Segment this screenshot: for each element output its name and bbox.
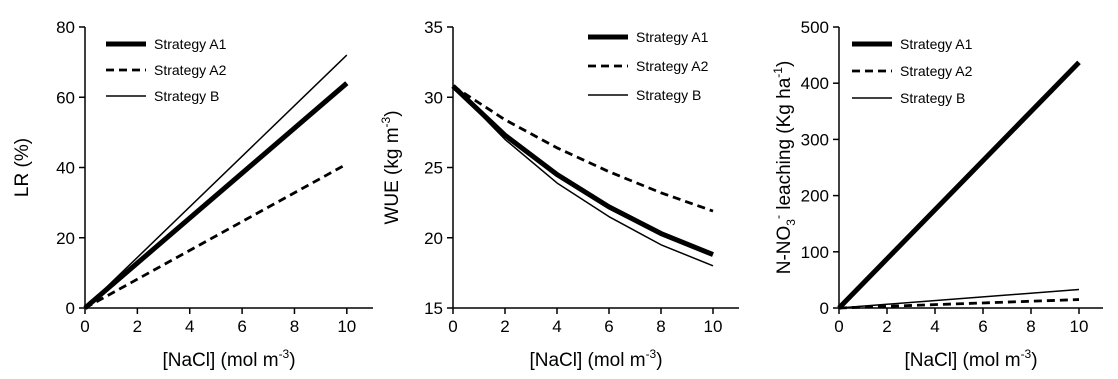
x-tick-label: 0 bbox=[834, 317, 843, 336]
x-tick-label: 4 bbox=[930, 317, 939, 336]
y-tick-label: 0 bbox=[66, 299, 75, 318]
legend-label: Strategy A1 bbox=[900, 36, 973, 52]
series-line-1 bbox=[83, 81, 349, 310]
series-line-2 bbox=[84, 162, 348, 310]
y-tick-label: 60 bbox=[56, 88, 75, 107]
y-tick-label: 200 bbox=[801, 187, 829, 206]
x-tick-label: 4 bbox=[185, 317, 194, 336]
x-tick-label: 0 bbox=[448, 317, 457, 336]
x-axis-label: [NaCl] (mol m-3) bbox=[162, 347, 295, 371]
series-line-3 bbox=[838, 288, 1080, 309]
x-tick-label: 10 bbox=[704, 317, 723, 336]
series-line-2 bbox=[452, 84, 714, 213]
legend-label: Strategy A2 bbox=[900, 63, 973, 79]
series-line-1 bbox=[451, 84, 714, 257]
y-tick-label: 300 bbox=[801, 130, 829, 149]
x-tick-label: 2 bbox=[500, 317, 509, 336]
series-line-2 bbox=[838, 298, 1080, 310]
x-tick-label: 10 bbox=[1070, 317, 1089, 336]
x-tick-label: 8 bbox=[290, 317, 299, 336]
y-axis-label: WUE (kg m-3) bbox=[379, 110, 403, 224]
legend-label: Strategy A2 bbox=[636, 58, 709, 74]
y-tick-label: 100 bbox=[801, 243, 829, 262]
y-tick-label: 80 bbox=[56, 18, 75, 37]
x-axis-label: [NaCl] (mol m-3) bbox=[529, 347, 662, 371]
y-tick-label: 40 bbox=[56, 159, 75, 178]
y-tick-label: 0 bbox=[820, 299, 829, 318]
legend-label: Strategy B bbox=[900, 90, 965, 106]
y-tick-label: 20 bbox=[56, 229, 75, 248]
legend: Strategy A1 Strategy A2 Strategy B bbox=[588, 29, 709, 103]
x-tick-label: 6 bbox=[604, 317, 613, 336]
x-tick-label: 10 bbox=[337, 317, 356, 336]
series-line-3 bbox=[84, 54, 348, 309]
x-tick-label: 8 bbox=[656, 317, 665, 336]
legend-label: Strategy A1 bbox=[154, 36, 227, 52]
y-tick-label: 15 bbox=[424, 299, 443, 318]
legend: Strategy A1 Strategy A2 Strategy B bbox=[852, 36, 973, 106]
y-tick-label: 20 bbox=[424, 229, 443, 248]
legend-label: Strategy A1 bbox=[636, 29, 709, 45]
x-tick-label: 2 bbox=[133, 317, 142, 336]
legend-label: Strategy B bbox=[636, 87, 701, 103]
y-axis-label: N-NO3- leaching (Kg ha-1) bbox=[771, 61, 798, 275]
x-axis-label: [NaCl] (mol m-3) bbox=[904, 347, 1037, 371]
series-line-1 bbox=[837, 60, 1081, 310]
legend-label: Strategy A2 bbox=[154, 62, 227, 78]
y-tick-label: 400 bbox=[801, 74, 829, 93]
y-axis-label: LR (%) bbox=[12, 138, 33, 197]
y-tick-label: 35 bbox=[424, 18, 443, 37]
x-tick-label: 8 bbox=[1026, 317, 1035, 336]
x-tick-label: 0 bbox=[80, 317, 89, 336]
legend-label: Strategy B bbox=[154, 88, 219, 104]
y-tick-label: 500 bbox=[801, 18, 829, 37]
x-tick-label: 6 bbox=[237, 317, 246, 336]
x-tick-label: 6 bbox=[978, 317, 987, 336]
series-line-3 bbox=[452, 85, 714, 267]
legend: Strategy A1 Strategy A2 Strategy B bbox=[106, 36, 227, 104]
y-tick-label: 25 bbox=[424, 159, 443, 178]
x-tick-label: 4 bbox=[552, 317, 561, 336]
x-tick-label: 2 bbox=[882, 317, 891, 336]
y-tick-label: 30 bbox=[424, 88, 443, 107]
